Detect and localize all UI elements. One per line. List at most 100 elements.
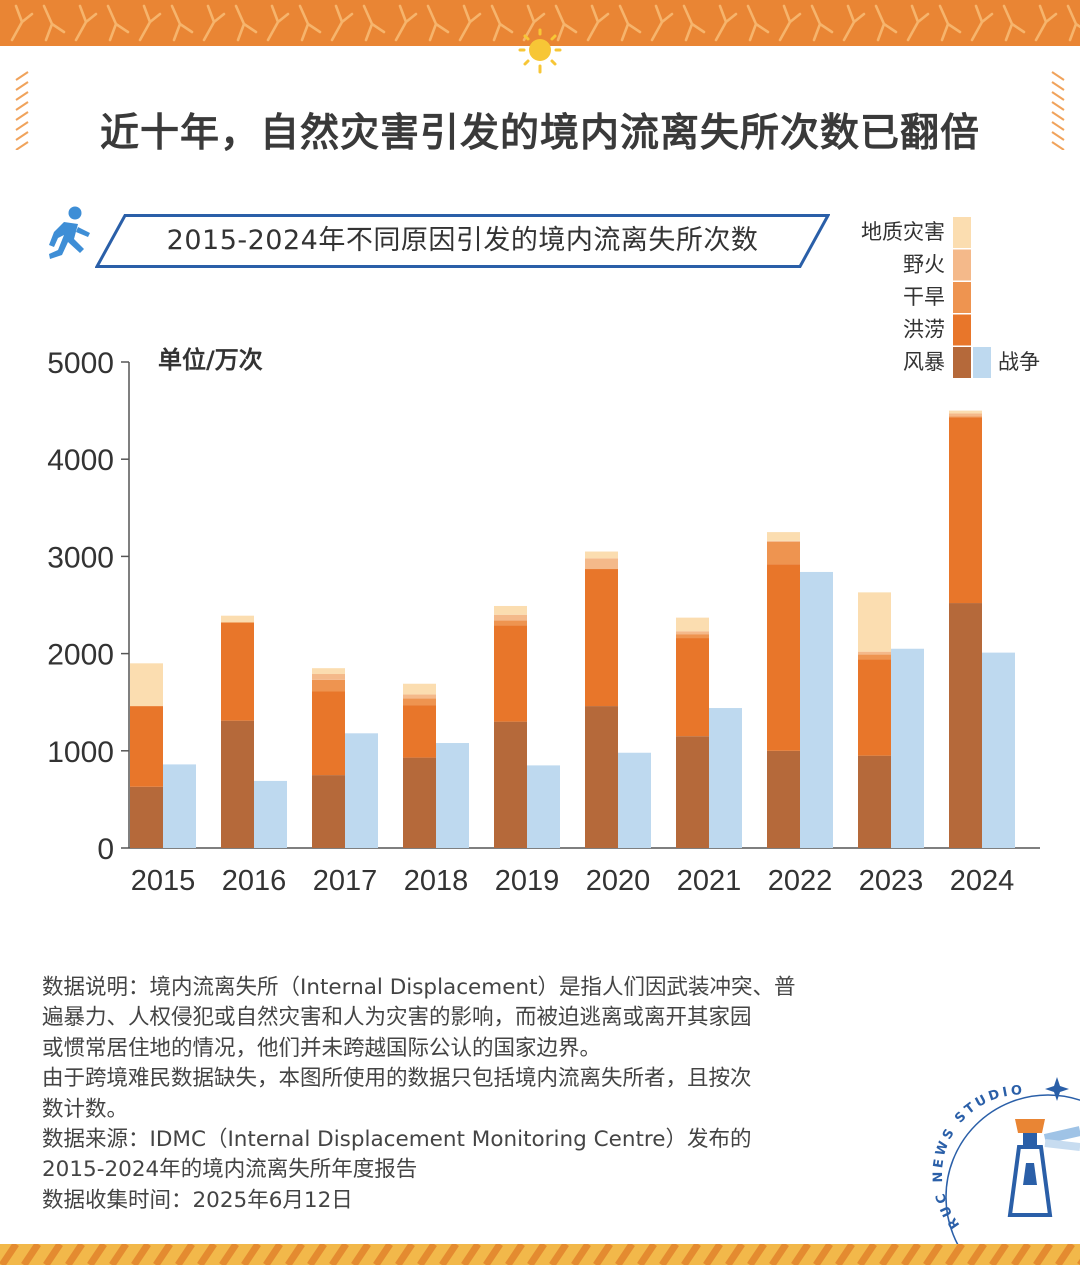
bar-segment-野火 (949, 413, 982, 417)
y-tick-label: 2000 (47, 639, 114, 672)
bar-segment-地质灾害 (312, 668, 345, 675)
x-tick-label: 2021 (677, 865, 742, 897)
legend-label: 地质灾害 (861, 220, 945, 244)
note-line: 数计数。 (42, 1096, 129, 1122)
bar-战争 (163, 764, 196, 848)
y-tick-label: 5000 (47, 347, 114, 380)
bar-战争 (254, 780, 287, 848)
bar-战争 (345, 733, 378, 848)
bar-segment-洪涝 (949, 417, 982, 604)
bar-segment-干旱 (403, 698, 436, 706)
x-tick-label: 2017 (313, 865, 378, 897)
bar-segment-地质灾害 (494, 605, 527, 615)
legend-label: 风暴 (903, 350, 945, 374)
note-line: 数据来源：IDMC（Internal Displacement Monitori… (42, 1127, 752, 1153)
page-title: 近十年，自然灾害引发的境内流离失所次数已翻倍 (99, 111, 980, 156)
legend-label: 战争 (998, 350, 1040, 374)
x-tick-label: 2018 (404, 865, 469, 897)
bar-segment-地质灾害 (221, 615, 254, 623)
x-tick-label: 2015 (131, 865, 196, 897)
chart-subtitle: 2015-2024年不同原因引发的境内流离失所次数 (166, 225, 759, 256)
bar-segment-野火 (858, 651, 891, 655)
bar-战争 (436, 743, 469, 848)
bar-segment-洪涝 (221, 622, 254, 721)
bar-segment-野火 (494, 614, 527, 621)
note-line: 或惯常居住地的情况，他们并未跨越国际公认的国家边界。 (42, 1035, 602, 1061)
bar-segment-洪涝 (312, 691, 345, 776)
sun-icon (518, 28, 562, 74)
note-line: 数据说明：境内流离失所（Internal Displacement）是指人们因武… (42, 975, 796, 1000)
bar-segment-风暴 (221, 720, 254, 848)
bar-segment-风暴 (494, 721, 527, 848)
bar-segment-风暴 (130, 786, 163, 848)
bar-segment-地质灾害 (676, 617, 709, 632)
bar-segment-野火 (312, 674, 345, 680)
bar-segment-风暴 (403, 757, 436, 848)
x-tick-label: 2024 (950, 865, 1015, 897)
bottom-pattern-band (0, 1244, 1080, 1265)
bar-segment-干旱 (494, 620, 527, 626)
legend-swatch (953, 314, 971, 346)
bar-segment-地质灾害 (858, 592, 891, 652)
bar-segment-风暴 (676, 736, 709, 848)
bar-segment-风暴 (585, 706, 618, 848)
bar-segment-地质灾害 (767, 532, 800, 541)
bar-segment-洪涝 (494, 625, 527, 722)
subtitle-frame (95, 214, 830, 268)
legend-label: 干旱 (903, 285, 945, 309)
y-tick-label: 4000 (47, 444, 114, 477)
x-tick-label: 2020 (586, 865, 651, 897)
bar-战争 (800, 571, 833, 848)
side-hatch-left (15, 71, 29, 150)
bar-segment-干旱 (949, 416, 982, 418)
legend-swatch (953, 347, 971, 378)
side-hatch-right (1051, 71, 1065, 150)
bar-segment-干旱 (676, 634, 709, 639)
bar-segment-风暴 (858, 755, 891, 848)
legend-label: 洪涝 (903, 318, 945, 342)
stacked-bar-chart: 0 1000 2000 3000 4000 5000 单位/万次 2015 2016 2017 20… (47, 217, 1040, 897)
bar-segment-风暴 (312, 775, 345, 848)
note-line: 由于跨境难民数据缺失，本图所使用的数据只包括境内流离失所者，且按次 (42, 1066, 752, 1092)
y-tick-label: 0 (97, 833, 114, 866)
x-tick-label: 2016 (222, 865, 287, 897)
legend-swatch (953, 282, 971, 313)
legend-swatch (953, 249, 971, 281)
lighthouse-icon (1007, 1119, 1080, 1217)
bar-segment-洪涝 (403, 705, 436, 758)
x-tick-label: 2022 (768, 865, 833, 897)
y-tick-label: 3000 (47, 541, 114, 574)
bar-segment-洪涝 (767, 564, 800, 751)
x-tick-label: 2023 (859, 865, 924, 897)
note-line: 数据收集时间：2025年6月12日 (42, 1187, 353, 1213)
logo: RUC NEWS STUDIO (931, 1077, 1080, 1245)
x-tick-label: 2019 (495, 865, 560, 897)
bar-segment-野火 (767, 540, 800, 542)
note-line: 遍暴力、人权侵犯或自然灾害和人为灾害的影响，而被迫逃离或离开其家园 (42, 1005, 752, 1031)
bar-战争 (891, 648, 924, 848)
bar-战争 (618, 752, 651, 848)
bar-segment-风暴 (949, 603, 982, 848)
bar-segment-地质灾害 (403, 683, 436, 695)
bar-segment-地质灾害 (130, 663, 163, 707)
bar-segment-洪涝 (130, 706, 163, 787)
bar-战争 (982, 652, 1015, 848)
bar-战争 (709, 708, 742, 848)
bar-segment-风暴 (767, 750, 800, 848)
legend-label: 野火 (903, 253, 945, 277)
legend-swatch (953, 217, 971, 248)
bar-segment-干旱 (858, 654, 891, 660)
notes-block: 数据说明：境内流离失所（Internal Displacement）是指人们因武… (42, 973, 882, 1216)
bar-segment-野火 (676, 631, 709, 635)
bar-segment-洪涝 (858, 659, 891, 756)
note-line: 2015-2024年的境内流离失所年度报告 (42, 1157, 418, 1183)
bar-战争 (527, 765, 560, 848)
unit-label: 单位/万次 (158, 346, 263, 374)
bar-segment-地质灾害 (585, 551, 618, 559)
top-pattern-band (0, 0, 1080, 46)
bar-segment-野火 (403, 694, 436, 699)
star-icon (1045, 1077, 1069, 1101)
bar-segment-洪涝 (585, 569, 618, 707)
bar-segment-洪涝 (676, 638, 709, 737)
runner-icon (49, 206, 90, 259)
